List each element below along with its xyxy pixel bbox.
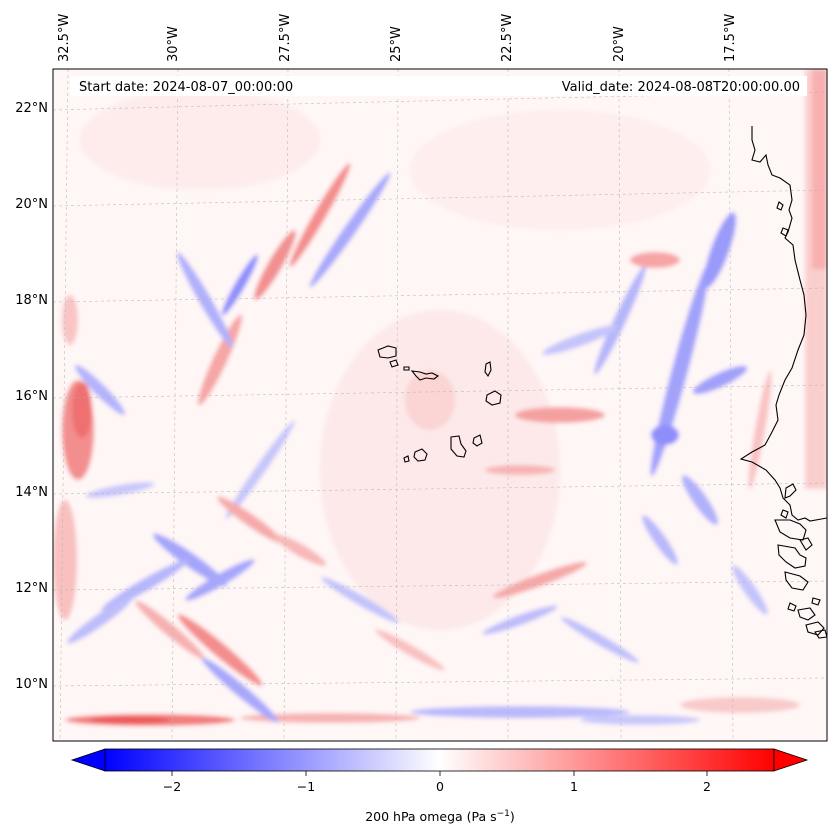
lat-label: 12°N — [15, 581, 48, 596]
coastlines — [377, 126, 827, 639]
island-sao-nicolau — [410, 370, 440, 381]
lon-label: 25°W — [389, 26, 404, 62]
island-boa-vista — [485, 390, 502, 406]
colorbar-tick-label: 1 — [570, 779, 578, 794]
date-label-strip — [70, 76, 807, 96]
lat-label: 14°N — [15, 485, 48, 500]
colorbar-extend-high — [773, 748, 809, 772]
colorbar-extend-low — [70, 748, 106, 772]
colorbar-tick-label: −2 — [163, 779, 181, 794]
start-date-label: Start date: 2024-08-07_00:00:00 — [79, 80, 293, 95]
map-panel: Start date: 2024-08-07_00:00:00 Valid_da… — [52, 68, 828, 742]
lon-label: 17.5°W — [723, 14, 738, 62]
lat-label: 10°N — [15, 677, 48, 692]
omega-field — [53, 69, 827, 741]
lon-label: 22.5°W — [500, 14, 515, 62]
island-santo-antao — [377, 345, 397, 359]
lat-label: 20°N — [15, 197, 48, 212]
lat-label: 22°N — [15, 101, 48, 116]
lat-label: 16°N — [15, 389, 48, 404]
colorbar-tick-label: 2 — [703, 779, 711, 794]
african-coastline — [739, 126, 827, 522]
island-brava — [403, 455, 410, 463]
colorbar-gradient — [104, 748, 775, 772]
lat-label: 18°N — [15, 293, 48, 308]
island-maio — [472, 434, 483, 447]
map-frame — [52, 68, 828, 742]
lon-label: 27.5°W — [278, 14, 293, 62]
island-fogo — [413, 448, 428, 462]
island-santa-luzia — [403, 366, 410, 371]
colorbar-tick-label: −1 — [297, 779, 315, 794]
valid-date-label: Valid_date: 2024-08-08T20:00:00.00 — [562, 80, 800, 95]
longitude-labels: 32.5°W 30°W 27.5°W 25°W 22.5°W 20°W 17.5… — [57, 14, 738, 62]
island-sao-vicente — [389, 359, 399, 368]
gridlines — [53, 69, 827, 741]
latitude-labels: 22°N 20°N 18°N 16°N 14°N 12°N 10°N — [15, 101, 48, 692]
lon-label: 20°W — [612, 26, 627, 62]
island-sal — [484, 361, 492, 378]
colorbar: −2 −1 0 1 2 200 hPa omega (Pa s−1) — [70, 748, 809, 824]
colorbar-title: 200 hPa omega (Pa s−1) — [365, 809, 515, 824]
colorbar-tick-label: 0 — [436, 779, 444, 794]
colorbar-ticks — [171, 771, 708, 776]
lon-label: 32.5°W — [57, 14, 72, 62]
island-santiago — [450, 435, 467, 458]
lon-label: 30°W — [166, 26, 181, 62]
